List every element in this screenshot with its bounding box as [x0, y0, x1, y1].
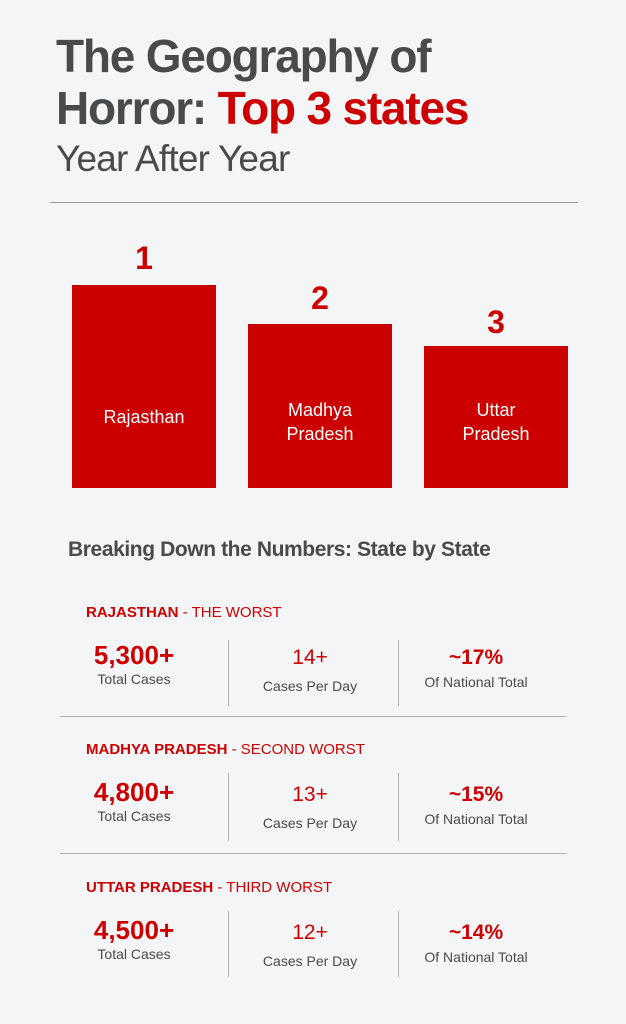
stat-national-share: ~14% Of National Total	[416, 921, 536, 965]
stat-value: 13+	[292, 783, 328, 806]
page-title-prefix: Horror:	[56, 82, 218, 134]
stat-divider	[398, 773, 399, 841]
stat-label: Cases Per Day	[262, 953, 358, 969]
state-name: MADHYA PRADESH	[86, 741, 228, 758]
page-title-line-1: The Geography of	[56, 30, 432, 82]
state-rank-tag: - THIRD WORST	[213, 879, 333, 896]
stat-label: Cases Per Day	[262, 815, 358, 831]
stat-total-cases: 5,300+ Total Cases	[72, 640, 196, 687]
stat-label: Of National Total	[424, 811, 528, 827]
podium-third: 3 Uttar Pradesh	[424, 304, 568, 488]
state-block-uttar-pradesh: UTTAR PRADESH - THIRD WORST 4,500+ Total…	[60, 879, 566, 979]
podium-bar: Madhya Pradesh	[248, 324, 392, 488]
rank-number: 1	[135, 240, 153, 276]
stat-value: 4,500+	[93, 915, 175, 945]
stat-value: 12+	[292, 921, 328, 944]
stat-divider	[228, 640, 229, 706]
stat-label: Total Cases	[97, 808, 171, 824]
page-title-accent: Top 3 states	[217, 82, 470, 134]
page-title-line-2: Horror: Top 3 states	[56, 82, 596, 134]
podium-second: 2 Madhya Pradesh	[248, 280, 392, 488]
podium-label-line-2: Pradesh	[286, 424, 354, 444]
stat-divider	[228, 911, 229, 977]
podium-label-line-1: Madhya	[287, 400, 353, 420]
stat-label: Cases Per Day	[262, 678, 358, 694]
state-rank-tag: - SECOND WORST	[227, 741, 365, 758]
stat-value: ~14%	[448, 921, 504, 944]
podium-bar: Uttar Pradesh	[424, 346, 568, 488]
block-divider	[60, 716, 566, 717]
state-title: MADHYA PRADESH - SECOND WORST	[86, 741, 365, 758]
stat-total-cases: 4,800+ Total Cases	[72, 777, 196, 824]
stat-value: 5,300+	[93, 640, 175, 670]
stat-label: Total Cases	[97, 671, 171, 687]
stat-value: 14+	[292, 646, 328, 669]
stat-value: 4,800+	[93, 777, 175, 807]
podium-bar: Rajasthan	[72, 285, 216, 488]
podium-label-line-2: Pradesh	[462, 424, 530, 444]
stat-label: Total Cases	[97, 946, 171, 962]
podium-label-line-1: Uttar	[476, 400, 516, 420]
state-name: RAJASTHAN	[86, 604, 179, 621]
state-rank-tag: - THE WORST	[178, 604, 282, 621]
stat-cases-per-day: 12+ Cases Per Day	[250, 921, 370, 969]
stat-label: Of National Total	[424, 674, 528, 690]
stat-national-share: ~15% Of National Total	[416, 783, 536, 827]
state-name: UTTAR PRADESH	[86, 879, 214, 896]
stat-cases-per-day: 13+ Cases Per Day	[250, 783, 370, 831]
stat-national-share: ~17% Of National Total	[416, 646, 536, 690]
rank-number: 3	[487, 304, 505, 340]
section-heading: Breaking Down the Numbers: State by Stat…	[68, 538, 491, 561]
stat-value: ~15%	[448, 783, 504, 806]
header-divider	[50, 202, 578, 203]
stat-divider	[398, 640, 399, 706]
stat-divider	[228, 773, 229, 841]
stat-total-cases: 4,500+ Total Cases	[72, 915, 196, 962]
podium-label: Rajasthan	[103, 406, 185, 427]
podium-first: 1 Rajasthan	[72, 240, 216, 488]
state-title: RAJASTHAN - THE WORST	[86, 604, 282, 621]
stat-divider	[398, 911, 399, 977]
state-block-madhya-pradesh: MADHYA PRADESH - SECOND WORST 4,800+ Tot…	[60, 741, 566, 841]
rank-number: 2	[311, 280, 329, 316]
stat-label: Of National Total	[424, 949, 528, 965]
stat-cases-per-day: 14+ Cases Per Day	[250, 646, 370, 694]
title-block: The Geography of Horror: Top 3 states Ye…	[56, 30, 596, 182]
page-subtitle: Year After Year	[56, 138, 290, 179]
stat-value: ~17%	[448, 646, 504, 669]
state-title: UTTAR PRADESH - THIRD WORST	[86, 879, 332, 896]
block-divider	[60, 853, 566, 854]
state-block-rajasthan: RAJASTHAN - THE WORST 5,300+ Total Cases…	[60, 604, 566, 706]
